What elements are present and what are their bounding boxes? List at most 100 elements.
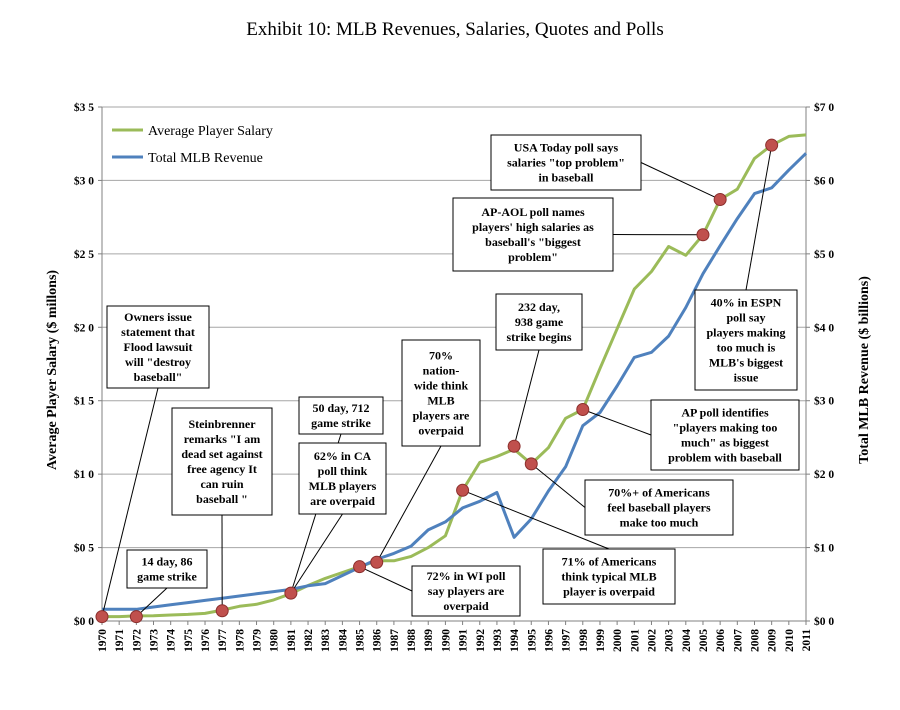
annotation-line: 70%+ of Americans — [608, 486, 710, 500]
annotation-line: MLB's biggest — [709, 356, 783, 370]
axes: $0 0 $0 0 $0 5 $1 0 $1 0 $2 0 $1 5 $3 0 $2 0 $4 0… — [74, 101, 835, 652]
x-tick-label: 1999 — [595, 629, 607, 652]
annotation-box — [490, 134, 642, 191]
x-tick-label: 2000 — [612, 629, 624, 652]
annotation-connector — [582, 409, 652, 436]
annotation-text: 70% nation-wide think MLB players are overpa… — [413, 349, 470, 438]
y-left-tick-label: $1 5 — [74, 395, 94, 408]
x-tick-label: 1975 — [183, 629, 195, 652]
event-marker — [215, 604, 229, 618]
annotation-connector — [101, 387, 159, 617]
event-marker — [507, 439, 521, 453]
annotation-text: 40% in ESPN poll say players making too muc… — [706, 296, 785, 385]
annotation-line: can ruin — [200, 477, 243, 491]
x-tick-label: 1986 — [372, 629, 384, 652]
annotation-connector — [745, 145, 773, 291]
y-right-tick-label: $0 0 — [814, 615, 834, 628]
annotation-line: baseball " — [196, 492, 248, 506]
event-marker — [370, 555, 384, 569]
legend-label-salary: Average Player Salary — [148, 124, 273, 139]
annotation-line: Steinbrenner — [188, 417, 256, 431]
annotation-line: Owners issue — [124, 310, 192, 324]
annotation-text: 14 day, 86 game strike — [137, 555, 197, 584]
annotation-line: 70% — [429, 349, 453, 363]
y-right-tick-label: $6 0 — [814, 174, 834, 187]
x-tick-label: 1995 — [526, 629, 538, 652]
y-left-tick-label: $3 0 — [74, 174, 94, 187]
annotation-connector — [462, 489, 610, 550]
annotation-line: game strike — [311, 416, 371, 430]
annotation-line: baseball's "biggest — [485, 235, 581, 249]
annotation-text: 50 day, 712 game strike — [311, 401, 371, 430]
annotation-text: 232 day, 938 game strike begins — [506, 300, 571, 344]
annotation-line: 40% in ESPN — [711, 296, 782, 310]
event-marker — [696, 228, 710, 242]
annotation-line: 71% of Americans — [562, 555, 657, 569]
annotation-text: 72% in WI poll say players are overpaid — [427, 569, 506, 613]
event-marker — [576, 403, 590, 417]
y-left-tick-label: $0 0 — [74, 615, 94, 628]
x-tick-label: 1977 — [217, 629, 229, 652]
event-marker — [713, 193, 727, 207]
annotation-line: players are — [413, 409, 470, 423]
x-tick-label: 1980 — [269, 629, 281, 652]
annotation-line: think typical MLB — [561, 570, 656, 584]
annotation-line: 50 day, 712 — [312, 401, 369, 415]
event-marker — [456, 483, 470, 497]
y-left-tick-label: $1 0 — [74, 468, 94, 481]
legend-label-revenue: Total MLB Revenue — [148, 151, 263, 166]
x-tick-label: 1979 — [252, 629, 264, 652]
annotation-text: USA Today poll says salaries "top problem… — [507, 141, 625, 185]
annotation-text: Steinbrenner remarks "I am dead set agains… — [181, 417, 262, 506]
y-left-tick-label: $2 5 — [74, 248, 94, 261]
annotation-line: AP poll identifies — [681, 406, 769, 420]
annotation-line: dead set against — [181, 447, 262, 461]
annotation-line: 232 day, — [518, 300, 560, 314]
annotation-line: MLB — [427, 394, 454, 408]
annotation-text: AP-AOL poll names players' high salaries … — [472, 205, 594, 264]
annotation-line: 938 game — [515, 315, 564, 329]
annotation-line: strike begins — [506, 330, 571, 344]
annotation-line: poll say — [726, 311, 765, 325]
annotation-line: "players making too — [673, 421, 778, 435]
y-right-tick-label: $1 0 — [814, 542, 834, 555]
annotation-box — [650, 399, 800, 471]
annotation-line: make too much — [620, 516, 699, 530]
event-marker — [129, 610, 143, 624]
annotation-box — [298, 442, 387, 515]
annotation-connector — [136, 587, 168, 617]
annotation-connector — [290, 513, 343, 594]
annotation-line: in baseball — [538, 171, 594, 185]
x-tick-label: 1993 — [492, 629, 504, 652]
annotation-line: game strike — [137, 570, 197, 584]
annotation-line: salaries "top problem" — [507, 156, 625, 170]
annotation-box — [584, 479, 734, 536]
annotation-line: 14 day, 86 — [141, 555, 192, 569]
annotation-line: overpaid — [418, 424, 464, 438]
y-left-tick-label: $2 0 — [74, 321, 94, 334]
annotation-line: free agency It — [187, 462, 257, 476]
x-tick-label: 1997 — [561, 629, 573, 652]
x-tick-label: 1976 — [200, 629, 212, 652]
annotation-line: players making — [706, 326, 785, 340]
event-marker — [95, 610, 109, 624]
annotation-box — [411, 565, 521, 617]
annotation-line: wide think — [414, 379, 469, 393]
x-tick-label: 2003 — [664, 629, 676, 652]
annotation-box — [171, 407, 273, 516]
x-tick-label: 1989 — [423, 629, 435, 652]
x-tick-label: 1998 — [578, 629, 590, 652]
annotation-box — [694, 289, 798, 391]
x-tick-label: 1992 — [475, 629, 487, 652]
x-tick-label: 2011 — [801, 629, 813, 652]
annotation-text: 71% of Americans think typical MLB player … — [561, 555, 656, 599]
annotation-text: 62% in CA poll think MLB players are overpa… — [309, 449, 377, 508]
x-tick-label: 2005 — [698, 629, 710, 652]
x-tick-label: 1973 — [149, 629, 161, 652]
x-tick-label: 2007 — [732, 629, 744, 652]
x-tick-label: 1981 — [286, 629, 298, 652]
event-marker — [524, 457, 538, 471]
annotation-line: Flood lawsuit — [123, 340, 192, 354]
annotation-line: USA Today poll says — [514, 141, 619, 155]
annotation-connector — [359, 566, 413, 592]
